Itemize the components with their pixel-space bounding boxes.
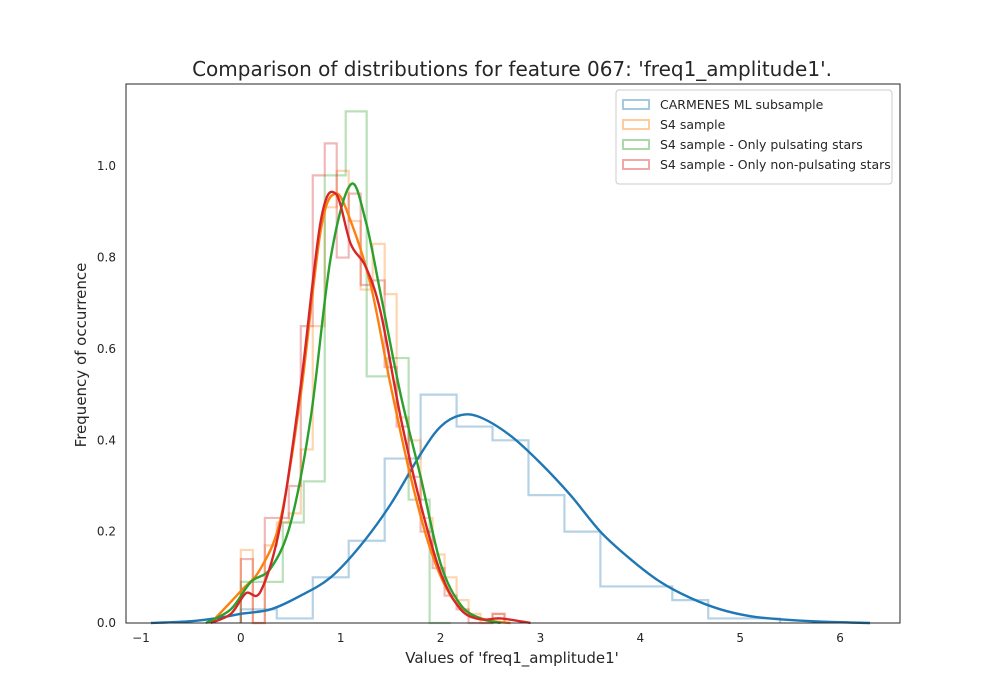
kde-curve-series-4 (210, 190, 531, 625)
x-axis-label: Values of 'freq1_amplitude1' (405, 649, 619, 668)
x-tick-label: −1 (132, 631, 150, 645)
histogram-series-2 (239, 169, 506, 625)
legend: CARMENES ML subsample S4 sample S4 sample … (615, 89, 893, 185)
legend-entry-label: CARMENES ML subsample (660, 97, 824, 112)
histogram-series-1 (239, 393, 782, 623)
legend-box (615, 89, 893, 185)
legend-swatch (622, 139, 650, 150)
y-axis-ticks: 0.0 0.2 0.4 0.6 0.8 1.0 (97, 159, 116, 630)
y-tick-label: 0.4 (97, 433, 116, 447)
x-tick-label: 1 (337, 631, 345, 645)
histogram-series-3 (239, 110, 451, 625)
plot-area (125, 83, 901, 625)
legend-entry-label: S4 sample - Only pulsating stars (660, 137, 863, 152)
x-tick-label: 3 (537, 631, 545, 645)
x-tick-label: 5 (736, 631, 744, 645)
legend-entry-label: S4 sample - Only non-pulsating stars (660, 157, 891, 172)
y-tick-label: 1.0 (97, 159, 116, 173)
y-axis-label: Frequency of occurrence (72, 263, 90, 448)
x-axis-ticks: −1 0 1 2 3 4 5 6 (132, 631, 844, 645)
legend-entry-label: S4 sample (660, 117, 726, 132)
chart-title: Comparison of distributions for feature … (192, 57, 832, 81)
x-tick-label: 0 (237, 631, 245, 645)
x-tick-label: 2 (437, 631, 445, 645)
x-tick-label: 6 (836, 631, 844, 645)
y-tick-label: 0.0 (97, 616, 116, 630)
plot-frame (125, 83, 901, 624)
y-tick-label: 0.6 (97, 342, 116, 356)
y-tick-label: 0.2 (97, 525, 116, 539)
kde-curve-series-1 (150, 413, 871, 625)
x-tick-label: 4 (637, 631, 645, 645)
legend-swatch (622, 159, 650, 170)
legend-swatch (622, 99, 650, 110)
y-tick-label: 0.8 (97, 251, 116, 265)
legend-swatch (622, 119, 650, 130)
